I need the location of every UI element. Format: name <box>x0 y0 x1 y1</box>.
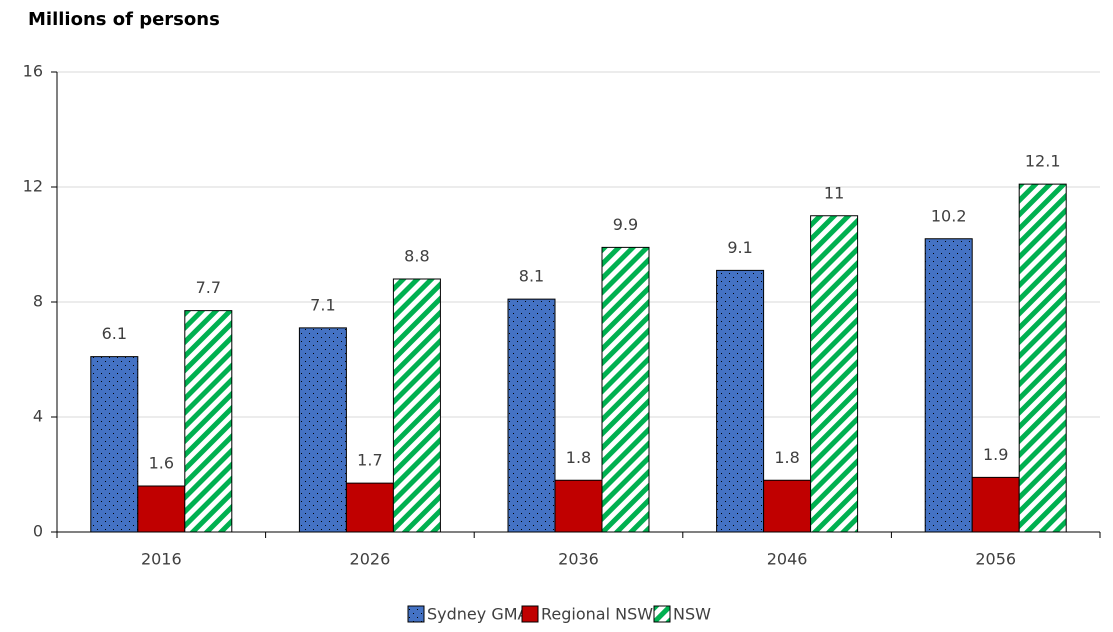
data-label: 1.6 <box>149 454 174 473</box>
legend-swatch <box>407 605 425 623</box>
bar <box>298 327 347 533</box>
data-label: 1.9 <box>983 445 1008 464</box>
bar <box>507 298 556 533</box>
data-label: 11 <box>824 183 844 202</box>
bar <box>971 476 1020 533</box>
y-tick-label: 8 <box>33 292 43 311</box>
bar <box>184 310 233 533</box>
data-label: 8.8 <box>404 247 429 266</box>
chart-title: Millions of persons <box>28 9 220 30</box>
legend-label: Sydney GMA <box>427 605 529 624</box>
bar <box>345 482 394 533</box>
data-label: 9.9 <box>613 215 638 234</box>
x-tick-label: 2016 <box>141 550 182 569</box>
bar <box>924 238 973 533</box>
bar <box>137 485 186 533</box>
bar <box>392 278 441 533</box>
y-tick-label: 16 <box>23 62 43 81</box>
bar <box>716 269 765 533</box>
legend-swatch <box>521 605 539 623</box>
data-label: 8.1 <box>519 267 544 286</box>
x-tick-label: 2036 <box>558 550 599 569</box>
legend-swatch <box>653 605 671 623</box>
legend-label: Regional NSW <box>541 605 653 624</box>
data-label: 7.1 <box>310 295 335 314</box>
bar <box>1018 183 1067 533</box>
bar <box>810 215 859 533</box>
bar <box>601 246 650 533</box>
y-tick-label: 0 <box>33 522 43 541</box>
bar <box>90 356 139 533</box>
x-tick-label: 2046 <box>767 550 808 569</box>
y-tick-label: 4 <box>33 407 43 426</box>
data-label: 6.1 <box>102 324 127 343</box>
x-tick-label: 2026 <box>350 550 391 569</box>
data-label: 9.1 <box>727 238 752 257</box>
y-tick-label: 12 <box>23 177 43 196</box>
data-label: 1.7 <box>357 451 382 470</box>
data-label: 1.8 <box>566 448 591 467</box>
bar <box>763 479 812 533</box>
bar <box>554 479 603 533</box>
x-tick-label: 2056 <box>975 550 1016 569</box>
data-label: 10.2 <box>931 206 967 225</box>
data-label: 12.1 <box>1025 152 1061 171</box>
legend-label: NSW <box>673 605 711 624</box>
data-label: 7.7 <box>196 278 221 297</box>
data-label: 1.8 <box>774 448 799 467</box>
